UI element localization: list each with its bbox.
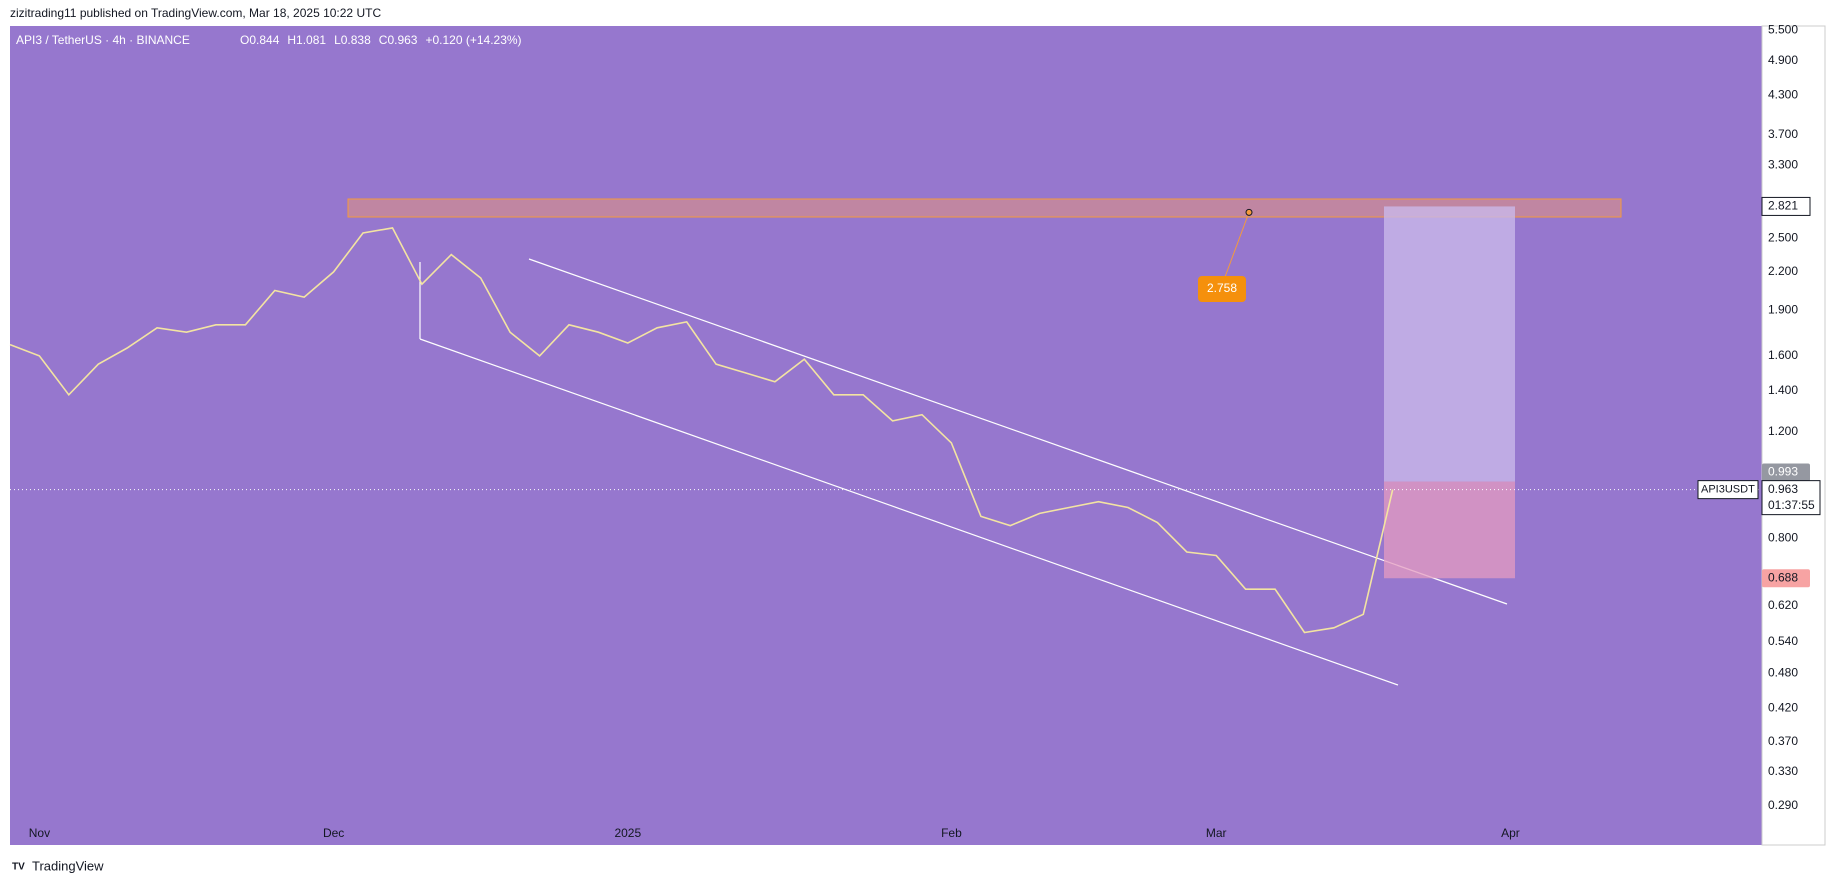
channel-upper (528, 258, 1508, 605)
last-price-box (1761, 480, 1821, 516)
y-tick-label: 4.900 (1768, 53, 1798, 67)
logo: TV (12, 862, 25, 873)
quote-value: +0.120 (+14.23%) (425, 33, 521, 47)
y-tick-label: 2.200 (1768, 264, 1798, 278)
stop-zone (1384, 481, 1515, 579)
resistance-zone (347, 198, 1622, 218)
callout-point (1245, 208, 1253, 216)
y-tick-label: 0.420 (1768, 700, 1798, 714)
y-tick-label: 0.290 (1768, 798, 1798, 812)
stop-price-box (1762, 569, 1810, 588)
entry-price: 0.993 (1768, 465, 1798, 479)
x-tick-label: Mar (1206, 826, 1227, 840)
price-axis (1761, 25, 1826, 846)
price-line (9, 227, 1394, 634)
x-tick-label: Nov (29, 826, 50, 840)
y-tick-label: 0.800 (1768, 531, 1798, 545)
callout-leader (1221, 212, 1250, 286)
y-tick-label: 3.300 (1768, 157, 1798, 171)
symbol-tag: API3USDT (1701, 484, 1755, 496)
publisher: zizitrading11 published on TradingView.c… (10, 6, 381, 20)
target-price-box (1762, 197, 1810, 216)
stop-price: 0.688 (1768, 570, 1798, 584)
y-tick-label: 5.500 (1768, 23, 1798, 37)
quote-value: C0.963 (379, 33, 418, 47)
target-zone (1384, 206, 1515, 482)
x-tick-label: Dec (323, 826, 344, 840)
x-tick-label: 2025 (614, 826, 641, 840)
y-tick-label: 1.600 (1768, 348, 1798, 362)
plot: 5.500 4.900 4.300 3.700 3.300 2.500 2.200 1.900… (9, 23, 1821, 840)
x-tick-label: Feb (941, 826, 962, 840)
y-tick-label: 0.480 (1768, 665, 1798, 679)
symbol-title: API3 / TetherUS · 4h · BINANCE (16, 33, 190, 47)
y-tick-label: 1.400 (1768, 383, 1798, 397)
channel-lower (419, 338, 1399, 686)
y-tick-label: 4.300 (1768, 88, 1798, 102)
y-tick-label: 1.900 (1768, 303, 1798, 317)
y-tick-label: 0.370 (1768, 734, 1798, 748)
target-price: 2.821 (1768, 199, 1798, 213)
y-tick-label: 3.700 (1768, 127, 1798, 141)
quote-value: H1.081 (287, 33, 326, 47)
y-tick-label: 1.200 (1768, 424, 1798, 438)
callout-box (1198, 276, 1246, 302)
symbol-tag-box (1697, 480, 1759, 500)
y-tick-label: 2.500 (1768, 230, 1798, 244)
last-price: 0.963 (1768, 482, 1798, 496)
y-tick-label: 0.540 (1768, 634, 1798, 648)
entry-price-box (1762, 463, 1810, 482)
quote-value: O0.844 (240, 33, 280, 47)
y-tick-label: 0.620 (1768, 598, 1798, 612)
countdown: 01:37:55 (1768, 498, 1815, 512)
callout-label: 2.758 (1207, 281, 1237, 295)
brand: TradingView (32, 858, 104, 873)
quote-value: L0.838 (334, 33, 371, 47)
target-border (1761, 196, 1811, 216)
y-tick-label: 0.330 (1768, 764, 1798, 778)
quote: O0.844 H1.081 L0.838 C0.963 +0.120 (+14.23%) (240, 33, 522, 47)
x-tick-label: Apr (1501, 826, 1520, 840)
